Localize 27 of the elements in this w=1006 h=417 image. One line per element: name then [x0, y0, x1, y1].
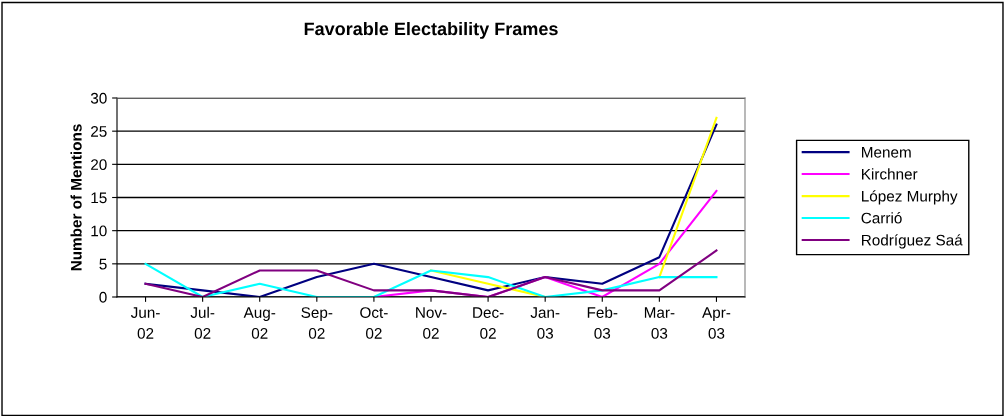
x-tick-label: Aug- 02 — [243, 307, 276, 339]
line-series — [144, 262, 718, 297]
legend-label: Kirchner — [862, 168, 918, 180]
y-tick-label: 20 — [91, 159, 107, 171]
x-tick-label: Feb- 03 — [587, 306, 618, 339]
y-tick-label: 25 — [91, 126, 107, 137]
x-tick-label: Mar- 03 — [644, 307, 675, 339]
x-tick-label: Jun- 02 — [130, 307, 160, 339]
y-tick-label: 5 — [99, 258, 107, 270]
legend-label: Menem — [862, 147, 911, 158]
legend-label: Carrió — [861, 212, 902, 224]
legend-label: Rodríguez Saá — [862, 234, 963, 249]
chart-title: Favorable Electability Frames — [304, 22, 558, 39]
line-series — [144, 249, 718, 297]
legend-label: López Murphy — [862, 190, 958, 205]
y-tick-label: 30 — [90, 92, 107, 104]
y-tick-label: 10 — [91, 225, 107, 237]
x-tick-label: Dec- 02 — [473, 307, 504, 339]
x-tick-label: Apr- 03 — [702, 307, 731, 339]
y-axis-title: Number of Mentions — [70, 124, 82, 271]
x-tick-label: Sep- 02 — [301, 307, 333, 339]
x-tick-label: Jan- 03 — [530, 307, 560, 339]
x-tick-label: Nov- 02 — [416, 307, 447, 339]
x-tick-label: Oct- 02 — [360, 307, 388, 339]
y-tick-label: 15 — [91, 192, 107, 204]
x-tick-label: Jul- 02 — [190, 306, 215, 339]
y-tick-label: 0 — [99, 291, 107, 303]
